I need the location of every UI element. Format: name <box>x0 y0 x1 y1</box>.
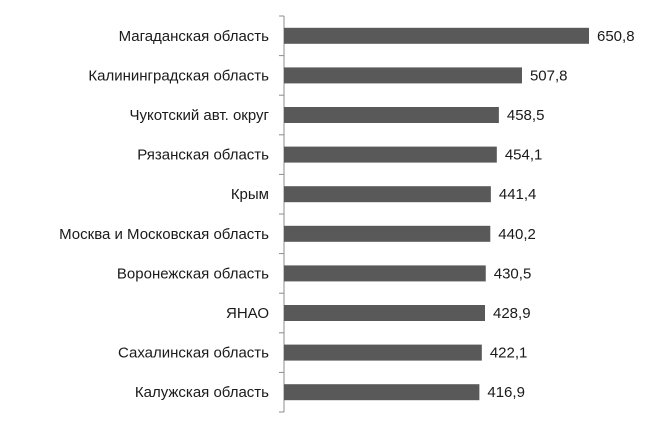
data-label: 416,9 <box>487 384 525 401</box>
category-label: Рязанская область <box>137 147 269 164</box>
bar <box>284 305 486 321</box>
bar <box>284 107 499 123</box>
data-label: 650,8 <box>597 28 635 45</box>
category-label: Калининградская область <box>88 67 269 84</box>
bar <box>284 225 491 242</box>
category-label: Чукотский авт. округ <box>129 107 269 124</box>
data-label: 422,1 <box>490 345 528 362</box>
category-label: Магаданская область <box>119 28 270 45</box>
data-label: 458,5 <box>507 107 545 124</box>
category-label: Воронежская область <box>117 265 269 282</box>
category-label: ЯНАО <box>226 305 269 322</box>
bar <box>284 344 482 361</box>
bar <box>284 384 480 401</box>
category-label: Сахалинская область <box>118 345 269 362</box>
bar <box>284 146 497 163</box>
data-label: 507,8 <box>530 67 568 84</box>
category-label: Крым <box>231 186 269 203</box>
bar <box>284 67 522 84</box>
category-label: Калужская область <box>135 384 269 401</box>
bar <box>284 265 486 282</box>
data-label: 454,1 <box>505 147 543 164</box>
data-label: 441,4 <box>499 186 537 203</box>
bar <box>284 186 491 203</box>
data-label: 428,9 <box>493 305 531 322</box>
bar <box>284 27 589 44</box>
data-label: 440,2 <box>498 226 536 243</box>
category-label: Москва и Московская область <box>59 226 269 243</box>
data-label: 430,5 <box>494 265 532 282</box>
